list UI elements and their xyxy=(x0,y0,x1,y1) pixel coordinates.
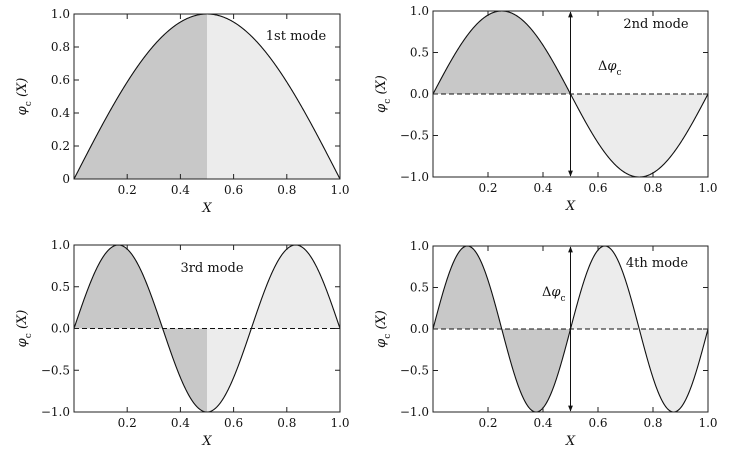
x-tick-label: 0.6 xyxy=(224,183,243,197)
panel-mode-1: 0.2 0.4 0.6 0.8 1.0 0 0.2 0.4 0.6 0.8 1.0 Xφc (X) 1s… xyxy=(15,7,350,216)
y-tick-label: −1.0 xyxy=(400,405,429,419)
plot-frame xyxy=(73,13,341,180)
x-axis-title: X xyxy=(565,434,576,449)
x-tick-label: 0.4 xyxy=(171,183,190,197)
x-tick-label: 1.0 xyxy=(698,181,717,195)
x-tick-label: 0.4 xyxy=(533,416,552,430)
x-tick-label: 1.0 xyxy=(330,183,349,197)
y-tick-label: 0.5 xyxy=(410,281,429,295)
y-tick-label: 1.0 xyxy=(410,239,429,253)
x-tick-label: 0.8 xyxy=(643,181,662,195)
delta-phi-label: Δφc xyxy=(598,59,622,78)
y-axis-title: φc (X) xyxy=(374,310,393,348)
x-axis-title: X xyxy=(565,199,576,214)
x-tick-label: 0.2 xyxy=(118,183,137,197)
shaded-area-left xyxy=(433,11,571,94)
mode-annotation: 2nd mode xyxy=(623,17,689,32)
x-tick-label: 0.2 xyxy=(478,416,497,430)
panel-mode-3: 0.2 0.4 0.6 0.8 1.0 −1.0 −0.5 0.0 0.5 1.0 Xφc (X) 3… xyxy=(15,238,350,449)
mode-annotation: 1st mode xyxy=(266,29,327,44)
y-tick-label: 0.0 xyxy=(51,322,70,336)
x-tick-label: 0.4 xyxy=(533,181,552,195)
x-axis-title: X xyxy=(201,201,212,216)
y-tick-label: 0.6 xyxy=(51,73,70,87)
y-tick-label: 0.0 xyxy=(410,87,429,101)
x-tick-label: 0.4 xyxy=(171,416,190,430)
y-tick-label: 0.5 xyxy=(410,46,429,60)
panel-mode-2: 0.2 0.4 0.6 0.8 1.0 −1.0 −0.5 0.0 0.5 1.0 Xφc (X) 2… xyxy=(374,4,718,214)
x-tick-label: 0.2 xyxy=(118,416,137,430)
x-axis-title: X xyxy=(201,434,212,449)
x-tick-label: 0.2 xyxy=(478,181,497,195)
y-tick-label: 0.2 xyxy=(51,139,70,153)
shaded-area-right xyxy=(207,14,340,179)
x-tick-label: 0.6 xyxy=(224,416,243,430)
x-tick-label: 0.6 xyxy=(588,416,607,430)
y-tick-label: 1.0 xyxy=(410,4,429,18)
shaded-area-left xyxy=(74,14,207,179)
y-tick-label: 0 xyxy=(62,172,70,186)
y-tick-label: 0.4 xyxy=(51,106,70,120)
y-tick-label: 1.0 xyxy=(51,7,70,21)
y-tick-label: −1.0 xyxy=(400,170,429,184)
y-tick-label: 1.0 xyxy=(51,238,70,252)
x-tick-label: 0.6 xyxy=(588,181,607,195)
y-axis-title: φc (X) xyxy=(15,310,34,348)
mode-annotation: 3rd mode xyxy=(180,261,243,276)
x-tick-label: 0.8 xyxy=(643,416,662,430)
delta-phi-label: Δφc xyxy=(542,285,566,304)
y-tick-label: −0.5 xyxy=(400,364,429,378)
panel-mode-4: 0.2 0.4 0.6 0.8 1.0 −1.0 −0.5 0.0 0.5 1.0 Xφc (X) 4… xyxy=(374,239,718,449)
x-tick-label: 1.0 xyxy=(330,416,349,430)
y-tick-label: −0.5 xyxy=(400,129,429,143)
y-tick-label: −1.0 xyxy=(41,405,70,419)
y-axis-title: φc (X) xyxy=(15,78,34,116)
x-tick-label: 0.8 xyxy=(277,183,296,197)
shaded-area-right xyxy=(570,94,708,177)
x-tick-label: 0.8 xyxy=(277,416,296,430)
y-axis-title: φc (X) xyxy=(374,75,393,113)
y-tick-label: 0.0 xyxy=(410,322,429,336)
x-tick-label: 1.0 xyxy=(698,416,717,430)
y-tick-label: 0.5 xyxy=(51,280,70,294)
shaded-area-right xyxy=(207,245,340,412)
mode-annotation: 4th mode xyxy=(626,256,688,271)
y-tick-label: −0.5 xyxy=(41,363,70,377)
y-tick-label: 0.8 xyxy=(51,40,70,54)
